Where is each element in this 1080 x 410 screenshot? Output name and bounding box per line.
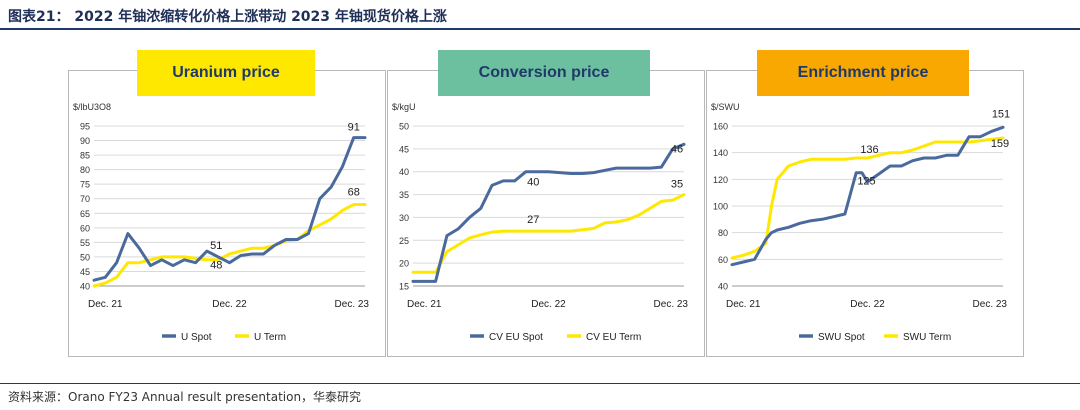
conversion-ytick-label: 25	[399, 236, 409, 246]
enrichment-ytick-label: 160	[713, 122, 728, 132]
conversion-xtick-label: Dec. 21	[407, 299, 442, 310]
uranium-ytick-label: 90	[80, 136, 90, 146]
conversion-data-label: 46	[671, 143, 683, 155]
enrichment-data-label: 125	[857, 176, 875, 188]
conversion-xtick-label: Dec. 22	[531, 299, 566, 310]
uranium-ytick-label: 75	[80, 180, 90, 190]
conversion-data-label: 35	[671, 179, 683, 191]
enrichment-term-line	[730, 136, 1005, 260]
enrichment-ytick-label: 120	[713, 175, 728, 185]
uranium-ytick-label: 65	[80, 209, 90, 219]
uranium-ytick-label: 50	[80, 252, 90, 262]
uranium-legend-term-label: U Term	[254, 332, 286, 343]
uranium-ytick-label: 45	[80, 267, 90, 277]
conversion-term-line	[411, 193, 686, 274]
conversion-data-label: 40	[527, 177, 539, 189]
conversion-panel: 15 20 25 30 35 40 45 50 $/kgU Dec. 21 Dec. 22 Dec. …	[387, 70, 705, 357]
uranium-ytick-label: 60	[80, 223, 90, 233]
conversion-ytick-label: 20	[399, 259, 409, 269]
uranium-spot-line	[92, 136, 367, 282]
uranium-chart: 40 45 50 55 60 65 70 75 80 85 90 95 $/lbU3O8 Dec. 21 D…	[73, 102, 370, 343]
top-rule	[0, 28, 1080, 30]
uranium-ytick-label: 55	[80, 238, 90, 248]
uranium-term-line	[92, 203, 367, 288]
uranium-title: Uranium price	[172, 64, 280, 81]
uranium-panel: 40 45 50 55 60 65 70 75 80 85 90 95 $/lbU3O8 Dec. 21 D…	[68, 70, 386, 357]
enrichment-ytick-label: 100	[713, 202, 728, 212]
enrichment-panel: 40 60 80 100 120 140 160 $/SWU Dec. 21 Dec. 22 Dec…	[706, 70, 1024, 357]
conversion-spot-line	[411, 142, 686, 283]
enrichment-title-box: Enrichment price	[757, 50, 969, 96]
uranium-data-label: 51	[210, 240, 222, 252]
uranium-ytick-label: 40	[80, 282, 90, 292]
uranium-xtick-label: Dec. 21	[88, 299, 123, 310]
conversion-ytick-label: 15	[399, 282, 409, 292]
enrichment-data-label: 159	[991, 138, 1009, 150]
enrichment-spot-line	[730, 125, 1005, 267]
bottom-rule	[0, 383, 1080, 384]
conversion-xtick-label: Dec. 23	[654, 299, 689, 310]
uranium-data-label: 91	[348, 122, 360, 134]
uranium-xtick-label: Dec. 22	[212, 299, 247, 310]
uranium-ytick-label: 70	[80, 194, 90, 204]
enrichment-xtick-label: Dec. 21	[726, 299, 761, 310]
uranium-xtick-label: Dec. 23	[335, 299, 370, 310]
conversion-y-axis-label: $/kgU	[392, 102, 416, 112]
uranium-data-label: 68	[348, 187, 360, 199]
conversion-ytick-label: 40	[399, 167, 409, 177]
enrichment-chart: 40 60 80 100 120 140 160 $/SWU Dec. 21 Dec. 22 Dec…	[711, 102, 1010, 343]
enrichment-title: Enrichment price	[797, 64, 929, 81]
enrichment-ytick-label: 60	[718, 255, 728, 265]
conversion-ytick-label: 50	[399, 122, 409, 132]
conversion-chart: 15 20 25 30 35 40 45 50 $/kgU Dec. 21 Dec. 22 Dec. …	[392, 102, 689, 343]
enrichment-legend-spot-label: SWU Spot	[818, 332, 865, 343]
conversion-title: Conversion price	[478, 64, 610, 81]
enrichment-xtick-label: Dec. 22	[850, 299, 885, 310]
uranium-data-label: 48	[210, 260, 222, 272]
conversion-ytick-label: 35	[399, 190, 409, 200]
enrichment-xtick-label: Dec. 23	[973, 299, 1008, 310]
uranium-legend-spot-label: U Spot	[181, 332, 212, 343]
uranium-ytick-label: 80	[80, 165, 90, 175]
conversion-legend-term-label: CV EU Term	[586, 332, 641, 343]
conversion-title-box: Conversion price	[438, 50, 650, 96]
enrichment-y-axis-label: $/SWU	[711, 102, 740, 112]
uranium-ytick-label: 85	[80, 151, 90, 161]
enrichment-ytick-label: 40	[718, 282, 728, 292]
enrichment-data-label: 151	[992, 108, 1010, 120]
enrichment-ytick-label: 80	[718, 228, 728, 238]
conversion-legend-spot-label: CV EU Spot	[489, 332, 543, 343]
figure-title: 图表21： 2022 年铀浓缩转化价格上涨带动 2023 年铀现货价格上涨	[8, 9, 447, 25]
enrichment-data-label: 136	[860, 144, 878, 156]
uranium-title-box: Uranium price	[137, 50, 315, 96]
conversion-ytick-label: 45	[399, 144, 409, 154]
uranium-ytick-label: 95	[80, 122, 90, 132]
enrichment-ytick-label: 140	[713, 148, 728, 158]
source-note: 资料来源：Orano FY23 Annual result presentati…	[8, 390, 362, 404]
conversion-ytick-label: 30	[399, 213, 409, 223]
conversion-data-label: 27	[527, 214, 539, 226]
enrichment-legend-term-label: SWU Term	[903, 332, 951, 343]
uranium-y-axis-label: $/lbU3O8	[73, 102, 111, 112]
